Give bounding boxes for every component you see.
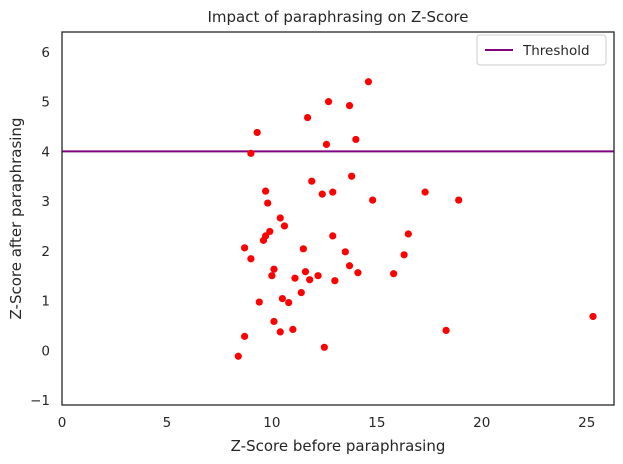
- data-point: [348, 172, 356, 180]
- y-tick-label: 4: [41, 144, 50, 160]
- data-point: [308, 177, 316, 185]
- data-point: [589, 312, 597, 321]
- data-point: [264, 199, 272, 207]
- data-point: [268, 272, 276, 280]
- data-point: [322, 140, 331, 148]
- data-point: [270, 317, 278, 326]
- data-point: [253, 128, 261, 137]
- data-point: [314, 272, 322, 280]
- data-point: [442, 326, 450, 334]
- data-point: [390, 270, 398, 278]
- data-point: [297, 289, 305, 297]
- x-axis-label: Z-Score before paraphrasing: [231, 437, 446, 455]
- data-point: [280, 222, 289, 230]
- data-point: [266, 227, 274, 236]
- x-tick-label: 20: [473, 415, 490, 431]
- x-tick-label: 25: [578, 415, 595, 431]
- data-point: [455, 196, 463, 204]
- data-point: [276, 214, 284, 222]
- data-point: [341, 248, 349, 256]
- data-point: [241, 332, 249, 340]
- data-point: [354, 269, 362, 277]
- data-point: [320, 343, 328, 351]
- data-point: [345, 102, 354, 110]
- data-point: [247, 255, 255, 263]
- y-tick-label: 3: [41, 194, 50, 210]
- data-point: [404, 230, 412, 238]
- points-layer: [234, 78, 597, 360]
- y-tick-label: 6: [41, 45, 50, 61]
- y-axis-label: Z-Score after paraphrasing: [7, 118, 25, 320]
- data-point: [276, 328, 284, 336]
- data-point: [247, 149, 255, 157]
- x-tick-label: 5: [163, 415, 172, 431]
- data-point: [291, 274, 299, 282]
- legend-threshold-label: Threshold: [522, 43, 590, 59]
- y-ticks-layer: −1 0 1 2 3 4 5 6: [30, 45, 50, 409]
- y-tick-label: 2: [41, 244, 50, 260]
- data-point: [306, 276, 314, 284]
- data-point: [285, 298, 293, 307]
- x-tick-label: 15: [368, 415, 385, 431]
- data-point: [241, 244, 249, 252]
- legend: Threshold: [476, 34, 607, 66]
- data-point: [234, 352, 242, 360]
- legend-box: [476, 34, 607, 66]
- data-point: [369, 196, 377, 204]
- plot-frame: [61, 31, 615, 406]
- chart-title: Impact of paraphrasing on Z-Score: [208, 8, 469, 26]
- data-point: [278, 294, 286, 303]
- data-point: [352, 135, 360, 144]
- data-point: [329, 232, 337, 240]
- data-point: [255, 298, 263, 306]
- data-point: [270, 265, 278, 273]
- data-point: [345, 262, 354, 270]
- x-ticks-layer: 0 5 10 15 20 25: [58, 415, 596, 431]
- data-point: [303, 113, 312, 122]
- y-tick-label: 1: [41, 294, 50, 310]
- data-point: [299, 245, 307, 253]
- data-point: [289, 325, 297, 334]
- data-point: [421, 188, 429, 196]
- data-point: [261, 187, 270, 195]
- data-point: [400, 251, 408, 259]
- y-tick-label: −1: [30, 393, 50, 409]
- data-point: [324, 98, 333, 106]
- y-tick-label: 0: [41, 343, 50, 359]
- x-tick-label: 0: [58, 415, 67, 431]
- x-tick-label: 10: [263, 415, 280, 431]
- data-point: [331, 277, 339, 285]
- data-point: [301, 268, 310, 276]
- data-point: [364, 78, 373, 86]
- data-point: [318, 190, 326, 198]
- y-tick-label: 5: [41, 95, 50, 111]
- data-point: [329, 188, 337, 196]
